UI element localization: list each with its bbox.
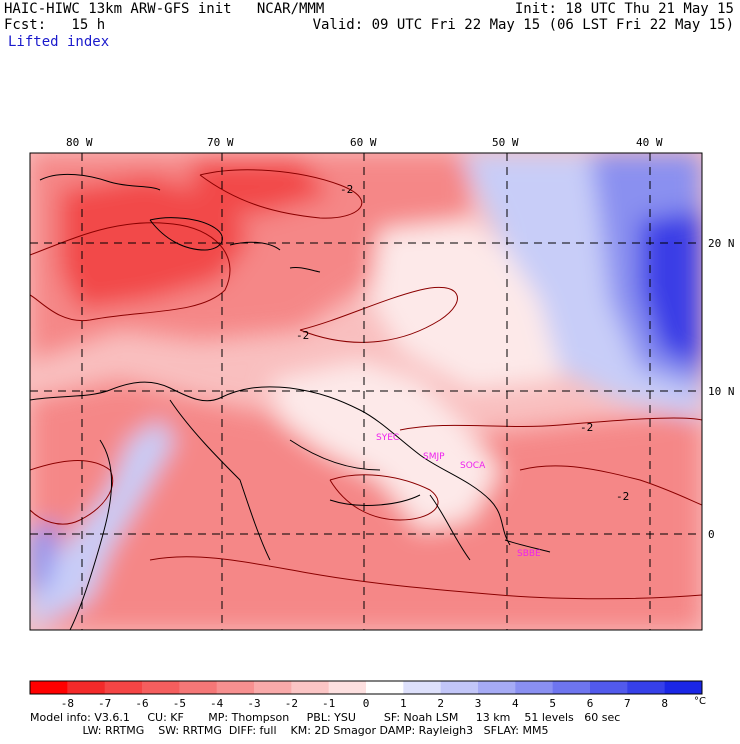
- colorbar-swatch: [142, 681, 180, 694]
- colorbar-tick-label: 3: [475, 697, 482, 710]
- init-time: Init: 18 UTC Thu 21 May 15: [514, 1, 734, 17]
- station-sbbe: SBBE: [517, 549, 541, 559]
- colorbar-tick-label: 5: [549, 697, 556, 710]
- colorbar-swatch: [254, 681, 292, 694]
- forecast-hour: Fcst: 15 h: [4, 17, 106, 33]
- map-frame: [29, 152, 703, 631]
- model-title: HAIC-HIWC 13km ARW-GFS init NCAR/MMM: [4, 1, 325, 17]
- colorbar-outline: [29, 680, 703, 695]
- colorbar-swatch: [515, 681, 554, 694]
- contour-label: -2: [616, 490, 629, 503]
- colorbar-tick-label: -5: [173, 697, 186, 710]
- colorbar-tick-label: -4: [210, 697, 224, 710]
- lon-label-70w: 70 W: [207, 136, 234, 149]
- colorbar-tick-label: 2: [437, 697, 444, 710]
- colorbar-tick-label: 4: [512, 697, 519, 710]
- colorbar-tick-label: -1: [322, 697, 335, 710]
- colorbar-swatch: [403, 681, 442, 694]
- station-smjp: SMJP: [423, 452, 445, 462]
- station-soca: SOCA: [460, 461, 486, 471]
- field-region: [640, 210, 702, 370]
- field-region: [30, 520, 60, 600]
- colorbar-tick-label: 6: [587, 697, 594, 710]
- colorbar-swatch: [627, 681, 666, 694]
- lon-label-80w: 80 W: [66, 136, 93, 149]
- colorbar-swatch: [366, 681, 404, 694]
- colorbar-tick-label: 0: [363, 697, 370, 710]
- valid-time: Valid: 09 UTC Fri 22 May 15 (06 LST Fri …: [312, 17, 734, 33]
- station-syec: SYEC: [376, 433, 399, 443]
- model-info-line2: LW: RRTMG SW: RRTMG DIFF: full KM: 2D Sm…: [30, 724, 549, 737]
- colorbar-tick-label: -8: [61, 697, 74, 710]
- lon-label-60w: 60 W: [350, 136, 377, 149]
- colorbar-swatch: [104, 681, 143, 694]
- colorbar-swatch: [328, 681, 367, 694]
- lon-label-50w: 50 W: [492, 136, 519, 149]
- colorbar-tick-label: 8: [661, 697, 668, 710]
- colorbar-tick-label: -2: [285, 697, 298, 710]
- model-info-line1: Model info: V3.6.1 CU: KF MP: Thompson P…: [30, 711, 621, 724]
- colorbar-tick-label: 1: [400, 697, 407, 710]
- colorbar-labels: -8 -7 -6 -5 -4 -3 -2 -1 0 1 2 3 4 5 6 7 8: [61, 697, 668, 710]
- lifted-index-field: [30, 153, 702, 630]
- field-region: [370, 220, 560, 390]
- contour-label: -2: [340, 183, 353, 196]
- field-region: [30, 420, 175, 630]
- lat-label-0: 0: [708, 528, 715, 541]
- colorbar-tick-label: -7: [98, 697, 111, 710]
- colorbar-swatch: [478, 681, 516, 694]
- colorbar-tick-label: -6: [135, 697, 148, 710]
- colorbar-swatch: [590, 681, 628, 694]
- colorbar-swatch: [67, 681, 106, 694]
- colorbar-swatch: [440, 681, 479, 694]
- colorbar-swatch: [291, 681, 330, 694]
- contour-label: -2: [580, 421, 593, 434]
- field-name: Lifted index: [8, 34, 110, 50]
- colorbar-swatch: [30, 681, 68, 694]
- colorbar-tick-label: 7: [624, 697, 631, 710]
- colorbar-swatch: [216, 681, 255, 694]
- lat-label-10n: 10 N: [708, 385, 735, 398]
- contour-label: -2: [296, 329, 309, 342]
- colorbar-swatch: [664, 681, 703, 694]
- colorbar-swatch: [552, 681, 591, 694]
- colorbar: [29, 680, 703, 695]
- colorbar-tick-label: -3: [247, 697, 260, 710]
- colorbar-unit: °C: [694, 696, 706, 707]
- colorbar-swatch: [179, 681, 218, 694]
- lon-label-40w: 40 W: [636, 136, 663, 149]
- lat-label-20n: 20 N: [708, 237, 735, 250]
- field-region: [270, 360, 500, 530]
